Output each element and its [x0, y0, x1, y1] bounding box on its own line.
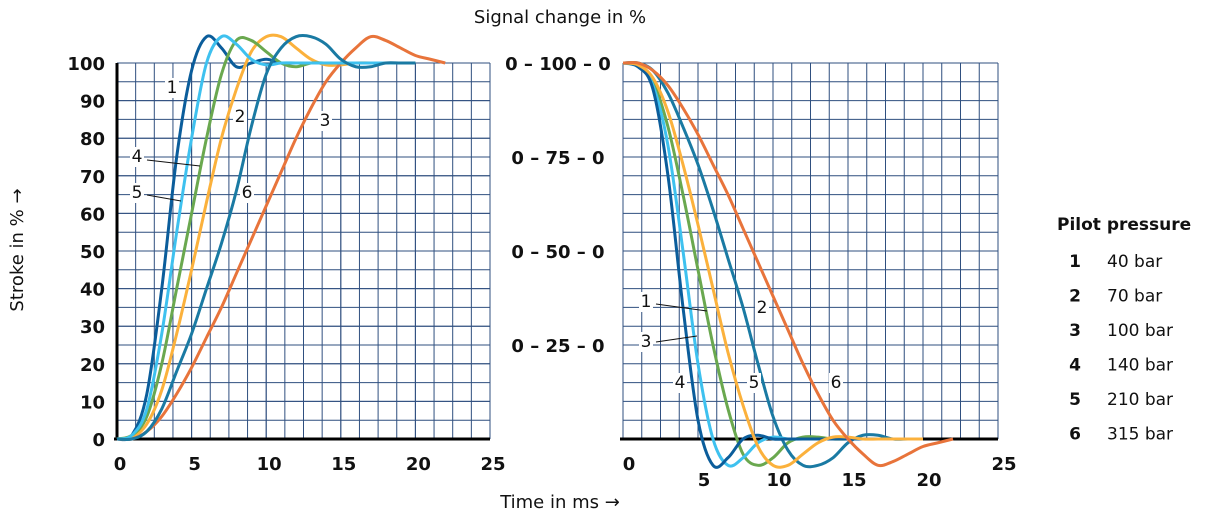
legend-title: Pilot pressure [1057, 215, 1191, 235]
y-tick-label: 70 [80, 167, 105, 188]
series-line [622, 60, 923, 469]
legend-label: 40 bar [1107, 252, 1162, 272]
label-bg [639, 332, 653, 352]
figure-title: Signal change in % [474, 7, 646, 28]
label-bg [639, 292, 653, 312]
y-tick-label: 60 [80, 204, 105, 225]
series-label: 2 [757, 298, 768, 318]
label-bg [240, 183, 254, 203]
label-bg [829, 373, 843, 393]
legend-label: 100 bar [1107, 321, 1173, 341]
x-tick-label: 5 [188, 454, 201, 475]
y-tick-label: 50 [80, 242, 105, 263]
series-label: 5 [132, 183, 143, 203]
leader-line [146, 159, 201, 167]
y-tick-label: 100 [67, 54, 105, 75]
x-tick-label: 15 [841, 470, 866, 491]
label-bg [130, 147, 144, 167]
y-tick-label: 40 [80, 280, 105, 301]
series-line [116, 34, 446, 442]
y-axis-label: Stroke in % → [7, 188, 28, 311]
x-tick-label: 20 [916, 470, 941, 491]
y-tick-label: 20 [80, 355, 105, 376]
series-label: 2 [235, 107, 246, 127]
series-label: 3 [641, 332, 652, 352]
x-tick-label: 25 [991, 454, 1016, 475]
series-label: 4 [675, 373, 686, 393]
series-label: 6 [242, 183, 253, 203]
series-line [116, 34, 416, 441]
label-bg [673, 373, 687, 393]
legend-key: 1 [1069, 252, 1081, 272]
series-label: 1 [167, 78, 178, 98]
x-tick-label: 20 [406, 454, 431, 475]
series-line [622, 61, 923, 469]
y-tick-label: 10 [80, 392, 105, 413]
x-tick-label: 10 [257, 454, 282, 475]
legend-label: 210 bar [1107, 390, 1173, 410]
legend-key: 4 [1069, 356, 1081, 376]
series-label: 1 [641, 292, 652, 312]
leader-line [146, 194, 182, 202]
label-bg [233, 107, 247, 127]
y-tick-label: 80 [80, 129, 105, 150]
x-tick-label: 0 [623, 454, 636, 475]
y-tick-label: 90 [80, 92, 105, 113]
legend-label: 140 bar [1107, 356, 1173, 376]
label-bg [165, 78, 179, 98]
series-label: 5 [749, 373, 760, 393]
legend-key: 6 [1069, 425, 1081, 445]
x-tick-label: 25 [480, 454, 505, 475]
series-label: 6 [831, 373, 842, 393]
x-tick-label: 15 [331, 454, 356, 475]
y-tick-label: 30 [80, 317, 105, 338]
leader-line [655, 303, 708, 312]
label-bg [755, 298, 769, 318]
x-tick-label: 5 [698, 470, 711, 491]
leader-line [655, 335, 698, 343]
label-bg [747, 373, 761, 393]
y-tick-label: 0 – 100 – 0 [505, 54, 611, 75]
x-tick-label: 10 [766, 470, 791, 491]
legend-label: 315 bar [1107, 425, 1173, 445]
series-label: 3 [320, 111, 331, 131]
series-line [116, 34, 416, 442]
label-bg [130, 183, 144, 203]
y-tick-label: 0 – 75 – 0 [511, 148, 604, 169]
x-tick-label: 0 [114, 454, 127, 475]
legend-key: 2 [1069, 287, 1081, 307]
series-label: 4 [132, 147, 143, 167]
legend-key: 3 [1069, 321, 1081, 341]
y-tick-label: 0 – 25 – 0 [511, 336, 604, 357]
x-axis-label: Time in ms → [499, 492, 620, 513]
legend-label: 70 bar [1107, 287, 1162, 307]
label-bg [318, 111, 332, 131]
series-line [622, 60, 954, 468]
y-tick-label: 0 [92, 430, 105, 451]
y-tick-label: 0 – 50 – 0 [511, 242, 604, 263]
legend-key: 5 [1069, 390, 1081, 410]
